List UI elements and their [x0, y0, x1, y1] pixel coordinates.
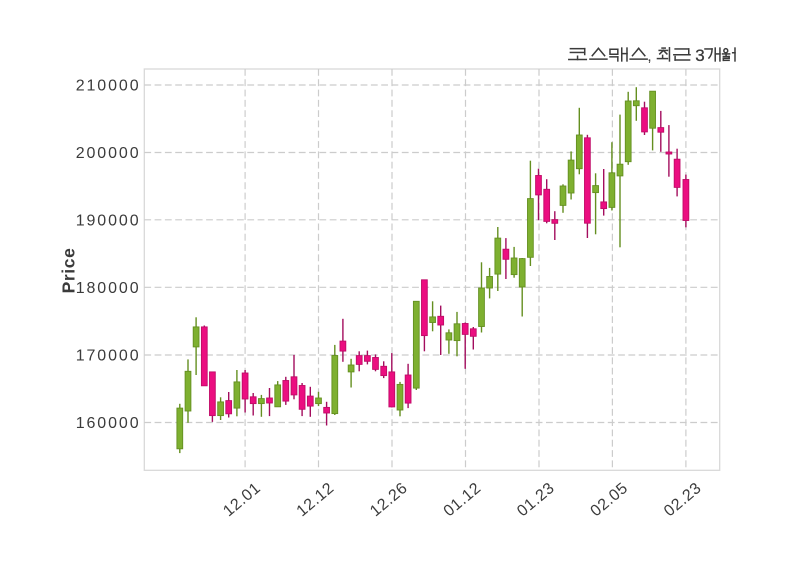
svg-text:170000: 170000 [76, 348, 141, 365]
svg-text:160000: 160000 [76, 415, 141, 432]
svg-text:Price: Price [59, 248, 79, 294]
svg-text:3: 3 [695, 46, 704, 65]
svg-text:,: , [647, 48, 651, 65]
svg-text:200000: 200000 [76, 145, 141, 162]
svg-text:180000: 180000 [76, 280, 141, 297]
svg-text:210000: 210000 [76, 78, 141, 95]
svg-text:190000: 190000 [76, 212, 141, 229]
